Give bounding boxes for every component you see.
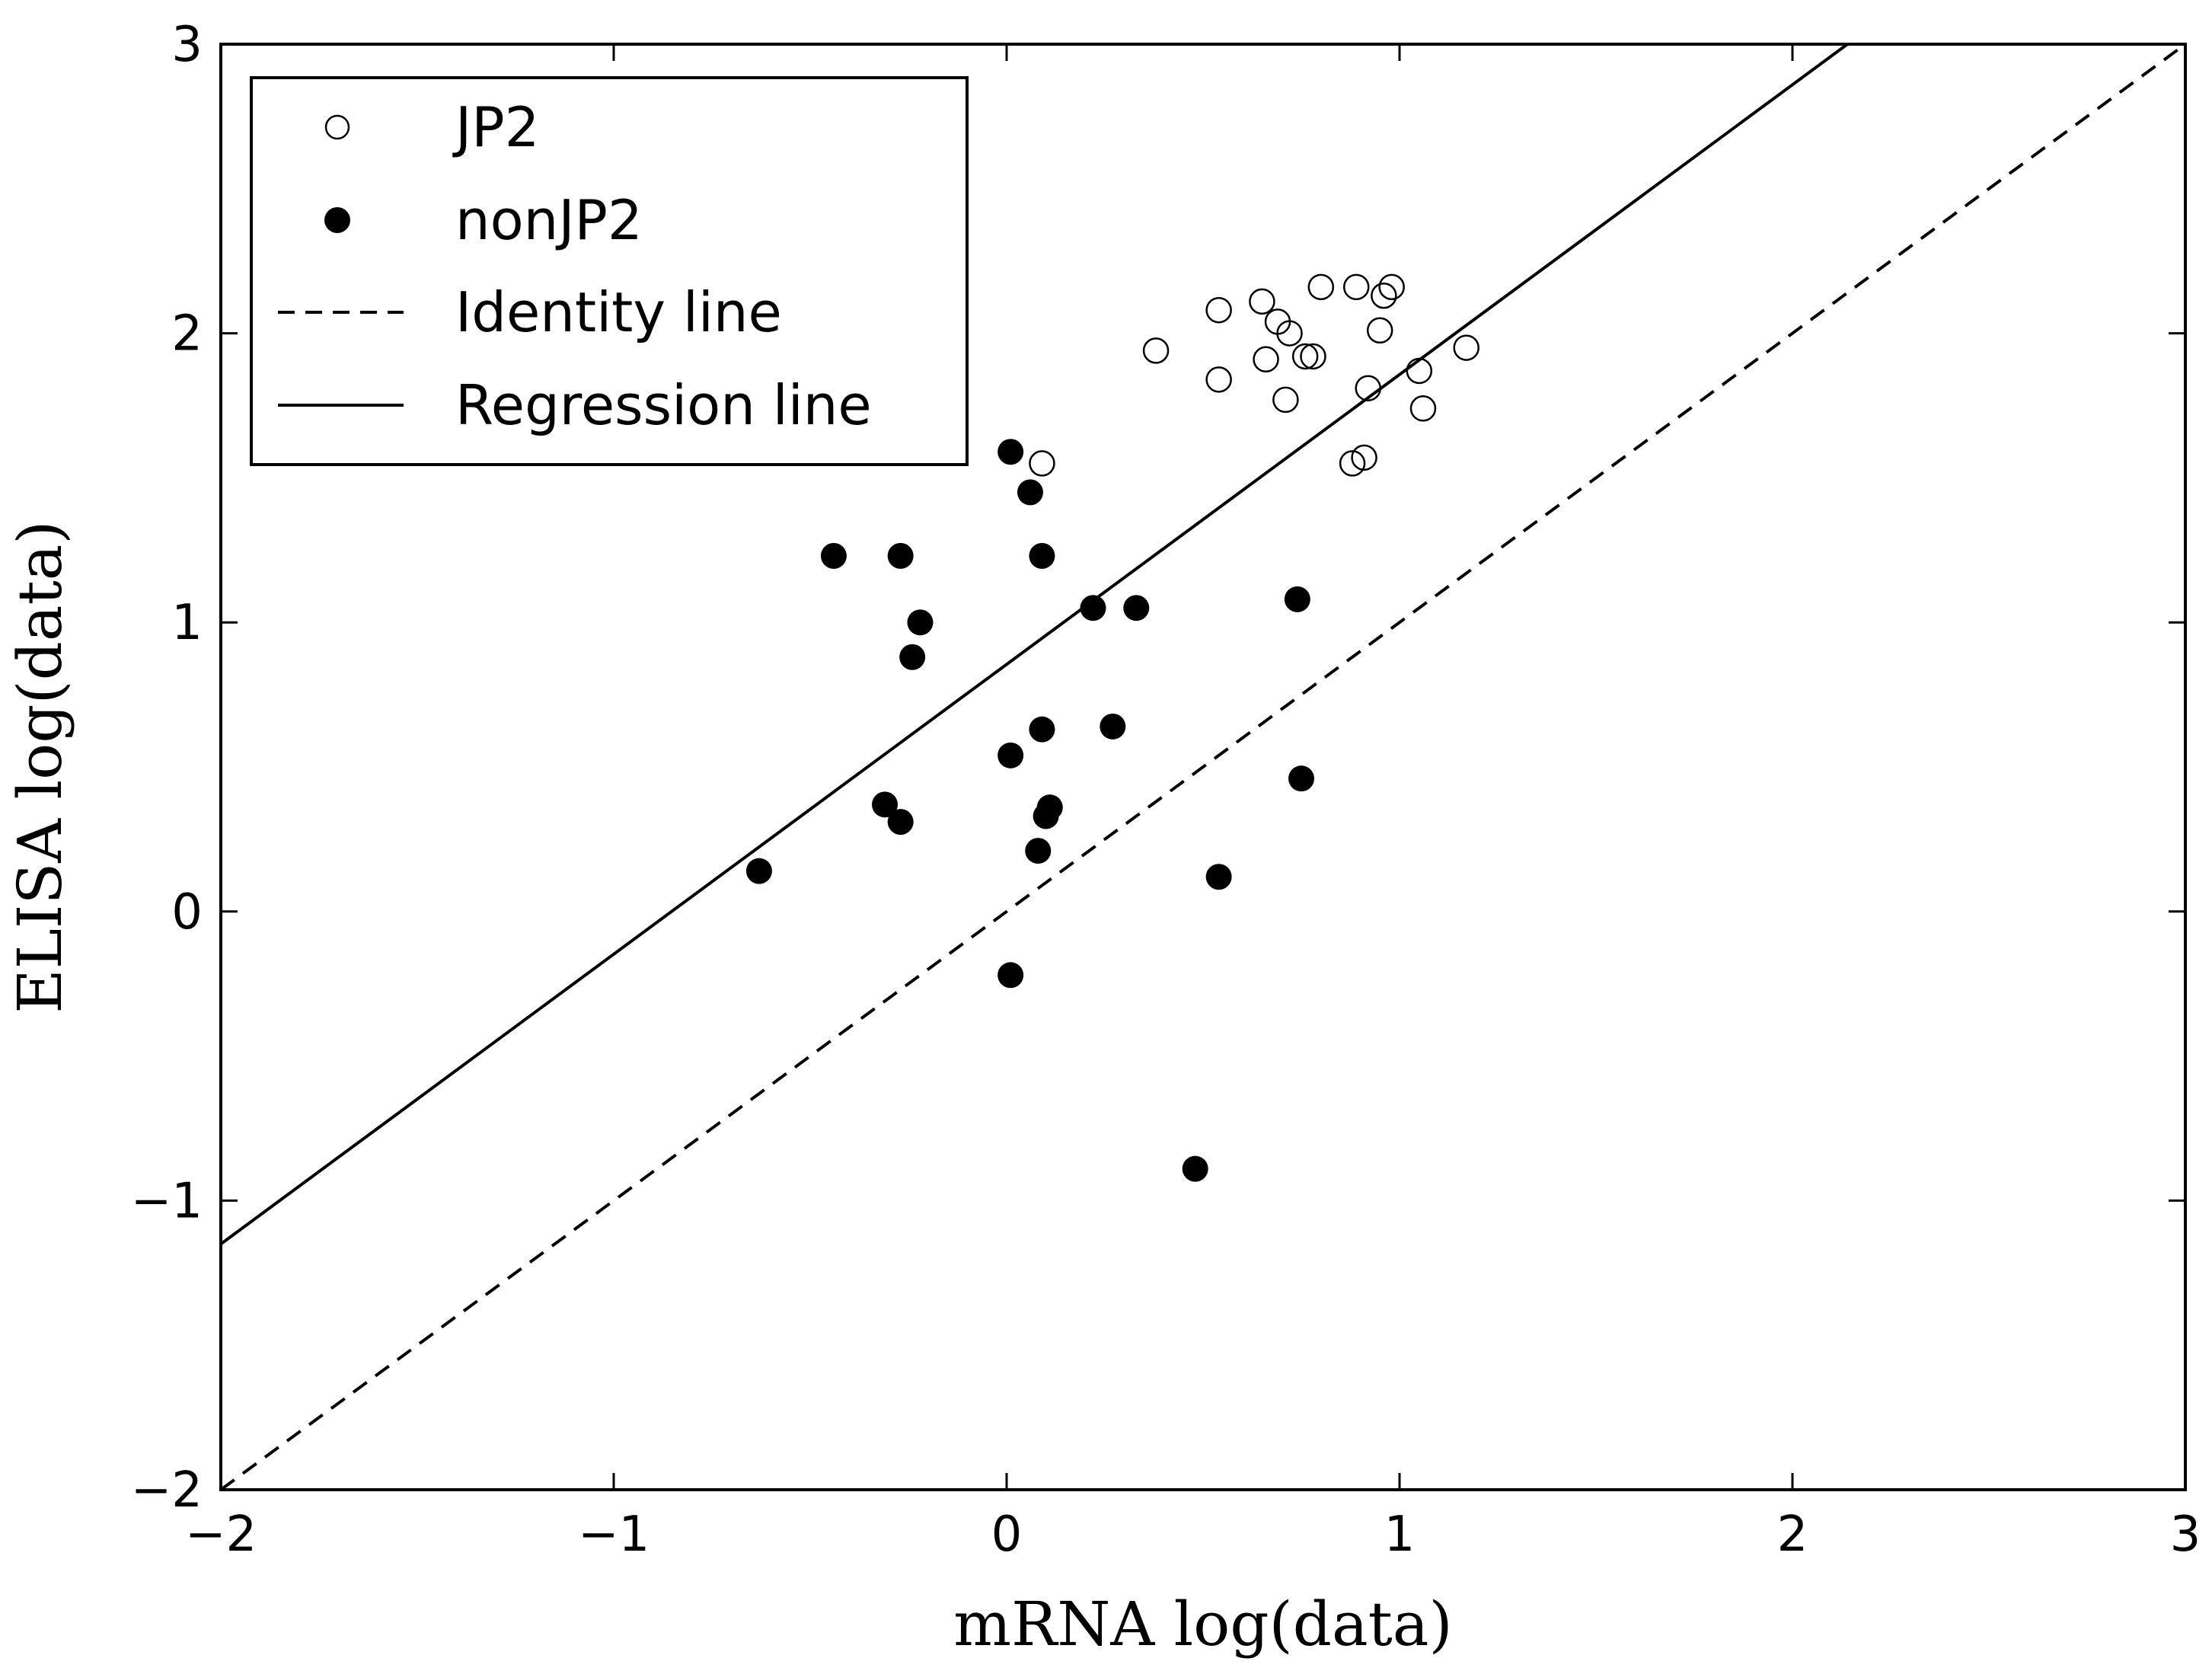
jp2-point <box>1453 334 1479 361</box>
nonjp2-point <box>1284 586 1310 612</box>
legend-identity-line-label: Identity line <box>455 280 782 344</box>
jp2-point <box>1205 366 1232 393</box>
jp2-point <box>1339 450 1366 477</box>
nonjp2-point <box>820 542 847 569</box>
x-axis-title: mRNA log(data) <box>953 1589 1452 1660</box>
nonjp2-point <box>1080 595 1106 621</box>
x-tick-label: 0 <box>991 1506 1023 1563</box>
jp2-point <box>1371 283 1397 309</box>
nonjp2-point <box>1033 803 1059 829</box>
nonjp2-point <box>1017 479 1043 506</box>
legend-nonjp2-label: nonJP2 <box>455 188 643 252</box>
nonjp2-point <box>872 791 899 818</box>
jp2-point <box>1029 450 1055 477</box>
nonjp2-point <box>1123 595 1150 621</box>
legend-frame <box>250 76 969 466</box>
legend-nonjp2-marker <box>324 207 350 233</box>
jp2-point <box>1378 273 1405 301</box>
jp2-point <box>1276 320 1303 347</box>
nonjp2-point <box>1205 864 1232 890</box>
legend-regression-line-label: Regression line <box>455 373 872 437</box>
y-tick-label: 3 <box>171 17 203 73</box>
jp2-point <box>1142 337 1170 364</box>
jp2-point <box>1253 346 1279 373</box>
jp2-point <box>1366 317 1393 344</box>
nonjp2-point <box>1100 713 1126 740</box>
nonjp2-point <box>745 858 772 884</box>
identity-line <box>221 44 2185 1490</box>
jp2-point <box>1249 288 1275 315</box>
jp2-point <box>1342 273 1370 301</box>
regression-line <box>221 44 1849 1245</box>
y-tick-label: 0 <box>171 884 203 941</box>
plot-frame <box>219 43 2187 1491</box>
nonjp2-point <box>899 644 926 670</box>
ticks-layer: −2 −1 0 1 2 3 −2 −1 0 1 2 3 <box>131 17 2201 1563</box>
jp2-point <box>1300 343 1326 370</box>
nonjp2-point <box>887 809 914 836</box>
jp2-point <box>1409 395 1437 422</box>
points-layer <box>745 273 1479 1182</box>
legend-jp2-marker <box>324 114 350 140</box>
nonjp2-point <box>887 542 914 569</box>
lines-layer <box>221 44 2185 1490</box>
x-tick-label: −1 <box>578 1506 650 1563</box>
nonjp2-point <box>1029 716 1055 743</box>
x-tick-label: 3 <box>2170 1506 2201 1563</box>
y-tick-label: 2 <box>171 306 203 363</box>
legend-jp2-label: JP2 <box>452 95 539 159</box>
nonjp2-point <box>1025 838 1052 864</box>
x-tick-label: 2 <box>1777 1506 1808 1563</box>
nonjp2-point <box>907 609 934 636</box>
legend: JP2 nonJP2 Identity line Regression line <box>250 76 969 466</box>
y-axis-title: ELISA log(data) <box>5 520 75 1013</box>
jp2-point <box>1291 343 1319 370</box>
nonjp2-point <box>997 742 1024 768</box>
nonjp2-point <box>997 962 1024 989</box>
nonjp2-point <box>997 439 1024 465</box>
y-tick-label: 1 <box>171 595 203 651</box>
jp2-point <box>1351 444 1377 471</box>
nonjp2-point <box>1288 765 1314 792</box>
jp2-point <box>1406 357 1433 385</box>
jp2-point <box>1205 296 1232 324</box>
jp2-point <box>1307 273 1335 301</box>
nonjp2-point <box>1182 1155 1208 1182</box>
y-tick-label: −1 <box>131 1173 203 1229</box>
jp2-point <box>1272 386 1299 414</box>
x-tick-label: 1 <box>1384 1506 1416 1563</box>
jp2-point <box>1355 375 1381 401</box>
y-tick-label: −2 <box>131 1462 203 1519</box>
nonjp2-point <box>1029 542 1055 569</box>
x-tick-label: −2 <box>185 1506 257 1563</box>
